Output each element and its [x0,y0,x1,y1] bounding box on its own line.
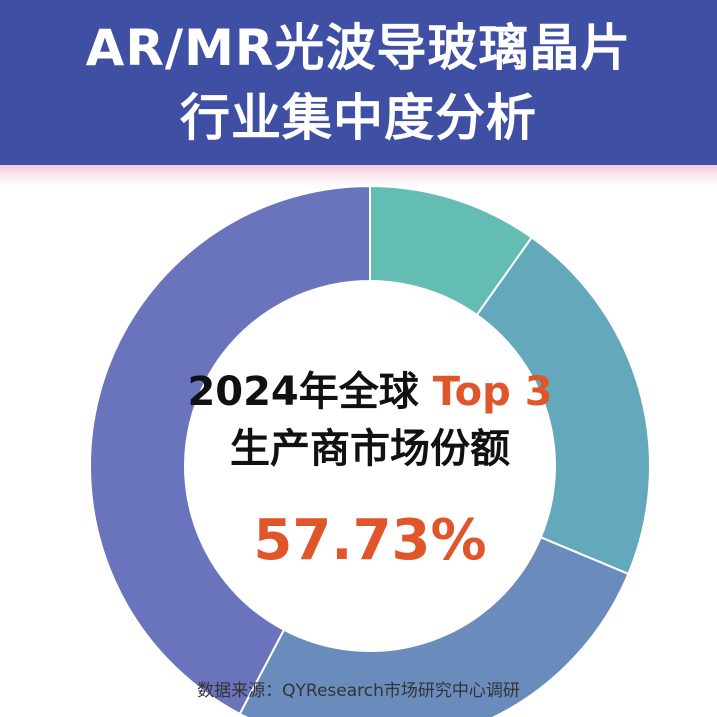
header-divider-gradient [0,165,717,187]
header-banner: AR/MR光波导玻璃晶片 行业集中度分析 [0,0,717,165]
donut-segment-2 [475,236,651,576]
title-line-2: 行业集中度分析 [180,89,537,147]
center-label-top3: Top 3 [432,369,553,415]
data-source-note: 数据来源：QYResearch市场研究中心调研 [197,681,520,701]
title-line-1: AR/MR光波导玻璃晶片 [85,19,632,77]
center-label-year: 2024年全球 Top 3 [140,366,600,418]
center-value: 57.73% [253,508,487,573]
donut-segment-3 [238,536,630,717]
center-label-prefix: 2024年全球 [187,369,433,415]
center-label-share: 生产商市场份额 [230,426,510,472]
donut-segment-4 [89,187,371,716]
